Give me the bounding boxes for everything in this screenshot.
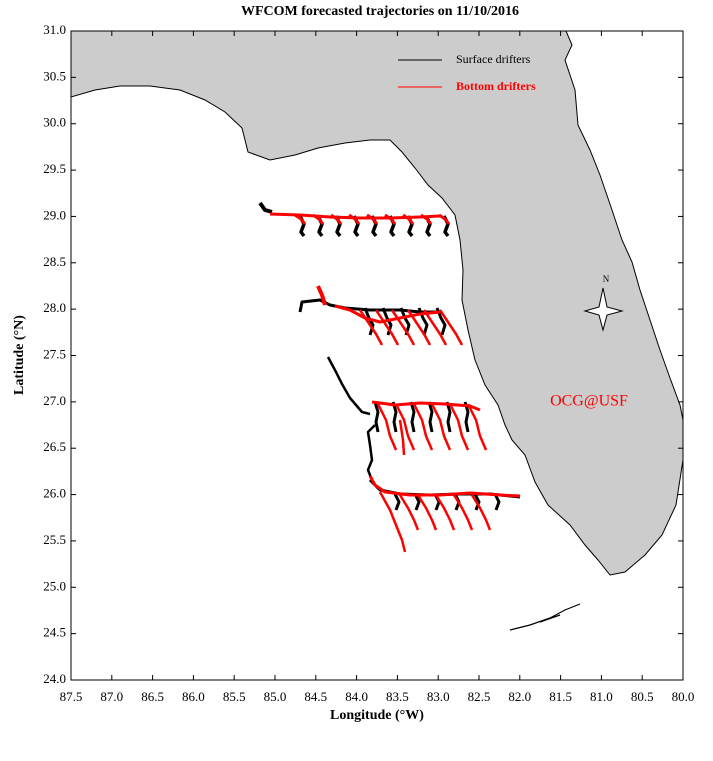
y-tick-label: 25.5 bbox=[43, 532, 66, 547]
trajectory bbox=[312, 213, 325, 225]
x-tick-label: 80.5 bbox=[631, 689, 654, 704]
trajectory bbox=[371, 400, 481, 412]
trajectory bbox=[326, 356, 371, 416]
x-tick-label: 82.5 bbox=[468, 689, 491, 704]
trajectory bbox=[366, 213, 379, 225]
land bbox=[70, 30, 684, 576]
x-tick-label: 84.5 bbox=[304, 689, 327, 704]
y-tick-label: 31.0 bbox=[43, 22, 66, 37]
trajectory bbox=[258, 201, 273, 214]
x-tick-label: 84.0 bbox=[345, 689, 368, 704]
trajectory bbox=[378, 491, 407, 553]
trajectory bbox=[399, 307, 411, 336]
x-tick-label: 85.0 bbox=[264, 689, 287, 704]
x-tick-label: 87.5 bbox=[60, 689, 83, 704]
y-tick-label: 28.0 bbox=[43, 300, 66, 315]
trajectory bbox=[427, 401, 434, 433]
trajectory bbox=[358, 309, 384, 346]
y-tick-label: 25.0 bbox=[43, 578, 66, 593]
trajectory bbox=[316, 285, 327, 306]
trajectory bbox=[374, 309, 400, 346]
trajectory bbox=[422, 309, 448, 346]
trajectory bbox=[366, 424, 376, 481]
trajectory bbox=[430, 403, 452, 451]
compass: N bbox=[583, 274, 624, 332]
y-tick-label: 29.5 bbox=[43, 161, 66, 176]
x-tick-label: 86.0 bbox=[182, 689, 205, 704]
trajectory bbox=[368, 475, 521, 498]
compass-label: N bbox=[603, 274, 610, 284]
compass-rose bbox=[583, 287, 624, 332]
trajectory bbox=[470, 494, 492, 531]
trajectory bbox=[394, 403, 416, 451]
keys bbox=[509, 603, 581, 631]
trajectory bbox=[376, 403, 398, 451]
y-tick-label: 27.0 bbox=[43, 393, 66, 408]
y-tick-label: 26.5 bbox=[43, 439, 66, 454]
trajectory bbox=[438, 309, 464, 346]
x-tick-label: 86.5 bbox=[141, 689, 164, 704]
trajectory bbox=[294, 213, 307, 225]
trajectory bbox=[390, 309, 416, 346]
trajectory bbox=[406, 309, 432, 346]
x-tick-label: 80.0 bbox=[672, 689, 695, 704]
trajectory bbox=[363, 307, 375, 336]
x-tick-label: 87.0 bbox=[100, 689, 123, 704]
trajectory bbox=[334, 304, 441, 324]
trajectory bbox=[420, 213, 433, 225]
x-tick-label: 83.5 bbox=[386, 689, 409, 704]
y-tick-label: 29.0 bbox=[43, 207, 66, 222]
trajectory bbox=[493, 493, 501, 511]
y-tick-label: 27.5 bbox=[43, 346, 66, 361]
trajectory bbox=[445, 401, 452, 433]
x-tick-label: 85.5 bbox=[223, 689, 246, 704]
trajectory bbox=[269, 212, 441, 220]
trajectory bbox=[412, 403, 434, 451]
trajectory bbox=[402, 213, 415, 225]
trajectory bbox=[416, 494, 438, 531]
trajectory bbox=[466, 403, 488, 451]
y-axis-label: Latitude (°N) bbox=[12, 315, 27, 395]
trajectory bbox=[393, 493, 401, 511]
trajectory bbox=[391, 401, 398, 433]
x-tick-label: 82.0 bbox=[508, 689, 531, 704]
y-tick-label: 30.0 bbox=[43, 115, 66, 130]
trajectory bbox=[384, 213, 397, 225]
y-tick-label: 24.0 bbox=[43, 671, 66, 686]
trajectory bbox=[452, 494, 474, 531]
trajectory bbox=[413, 493, 421, 511]
trajectory bbox=[398, 494, 420, 531]
x-tick-label: 83.0 bbox=[427, 689, 450, 704]
legend-label: Bottom drifters bbox=[456, 79, 536, 93]
trajectory bbox=[373, 401, 380, 433]
legend-label: Surface drifters bbox=[456, 52, 531, 66]
y-tick-label: 28.5 bbox=[43, 254, 66, 269]
trajectory bbox=[448, 403, 470, 451]
trajectory bbox=[434, 494, 456, 531]
trajectories bbox=[258, 201, 521, 553]
trajectory bbox=[398, 419, 406, 456]
annotation: OCG@USF bbox=[550, 393, 628, 410]
x-axis-label: Longitude (°W) bbox=[330, 708, 424, 723]
trajectory bbox=[438, 213, 451, 225]
x-tick-label: 81.5 bbox=[549, 689, 572, 704]
trajectory bbox=[348, 213, 361, 225]
trajectory bbox=[330, 213, 343, 225]
y-tick-label: 24.5 bbox=[43, 625, 66, 640]
x-tick-label: 81.0 bbox=[590, 689, 613, 704]
y-tick-label: 30.5 bbox=[43, 68, 66, 83]
trajectory bbox=[473, 493, 481, 511]
chart-title: WFCOM forecasted trajectories on 11/10/2… bbox=[241, 4, 519, 19]
y-tick-label: 26.0 bbox=[43, 486, 66, 501]
trajectory bbox=[409, 401, 416, 433]
